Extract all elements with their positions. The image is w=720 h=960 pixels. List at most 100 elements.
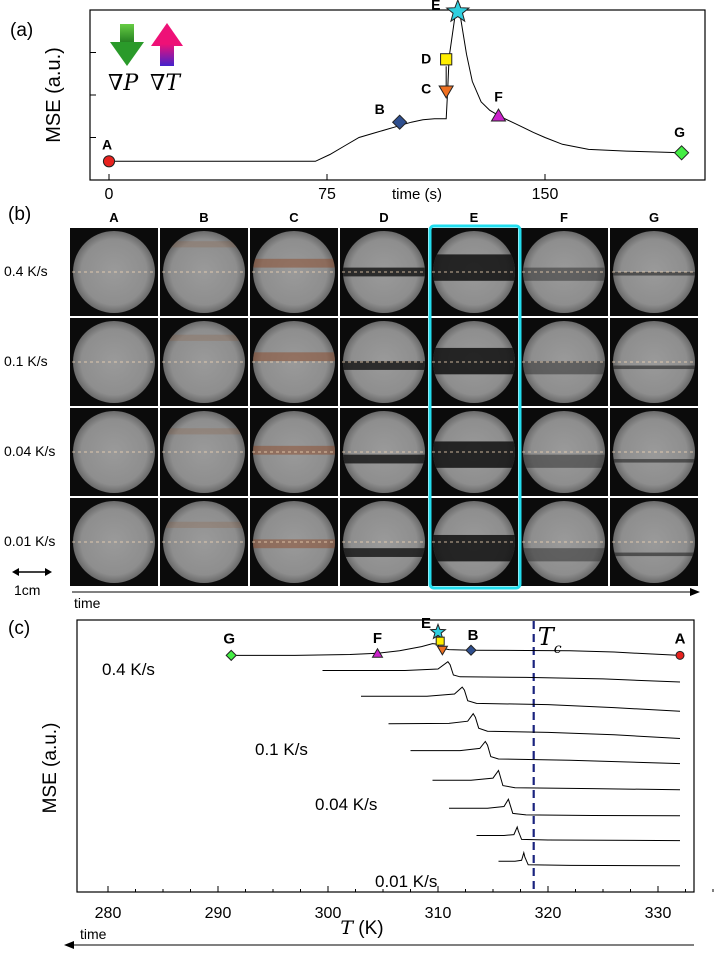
image-cell-f bbox=[520, 318, 608, 406]
marker-b bbox=[391, 114, 408, 130]
mse-temperature-curve bbox=[361, 686, 681, 712]
image-cell-c bbox=[250, 228, 338, 316]
panel-c-xlabel: T (K) bbox=[340, 917, 383, 939]
point-label-e: E bbox=[431, 0, 440, 13]
panel-c-curves bbox=[231, 643, 681, 867]
column-label-b: B bbox=[199, 210, 208, 225]
image-cell-e bbox=[430, 408, 518, 496]
image-cell-f bbox=[520, 228, 608, 316]
panel-a-ylabel: MSE (a.u.) bbox=[43, 47, 65, 143]
point-label-e: E bbox=[421, 615, 431, 632]
image-cell-g bbox=[610, 498, 698, 586]
marker-a bbox=[102, 155, 116, 168]
image-cell-e bbox=[430, 228, 518, 316]
image-cell-f bbox=[520, 408, 608, 496]
x-tick-label: 290 bbox=[205, 905, 232, 922]
image-cell-g bbox=[610, 228, 698, 316]
panel-b-row-labels: 0.4 K/s 0.1 K/s 0.04 K/s 0.01 K/s bbox=[4, 263, 55, 549]
point-label-c: C bbox=[421, 81, 431, 97]
point-label-b: B bbox=[375, 101, 385, 117]
scale-bar-label: 1cm bbox=[14, 582, 40, 598]
mse-temperature-curve bbox=[476, 825, 681, 842]
marker-d bbox=[440, 53, 453, 66]
column-label-d: D bbox=[379, 210, 388, 225]
rate-label: 0.01 K/s bbox=[375, 872, 437, 891]
marker-e bbox=[445, 0, 471, 23]
panel-a-frame bbox=[89, 9, 706, 181]
panel-b-column-labels: A B C D E F G bbox=[109, 210, 659, 225]
mse-temperature-curve bbox=[388, 712, 681, 739]
x-tick-label: 75 bbox=[318, 186, 336, 203]
time-label-b: time bbox=[74, 595, 101, 611]
point-label-f: F bbox=[494, 88, 503, 104]
mse-temperature-curve bbox=[231, 643, 681, 656]
panel-b-tag: (b) bbox=[8, 204, 31, 225]
panel-a-markers: A B CD E F G bbox=[102, 0, 690, 168]
row-label: 0.1 K/s bbox=[4, 353, 48, 369]
rate-label: 0.1 K/s bbox=[255, 740, 308, 759]
panel-a-tick-labels: 0 75 150 bbox=[105, 186, 559, 203]
rate-label: 0.4 K/s bbox=[102, 660, 155, 679]
image-cell-a bbox=[70, 498, 158, 586]
marker-b bbox=[465, 644, 477, 656]
image-cell-d bbox=[340, 408, 428, 496]
x-tick-label: 320 bbox=[535, 905, 562, 922]
x-tick-label: 0 bbox=[105, 186, 114, 203]
mse-temperature-curve bbox=[449, 797, 681, 817]
image-cell-b bbox=[160, 408, 248, 496]
image-cell-c bbox=[250, 318, 338, 406]
x-tick-label: 300 bbox=[315, 905, 342, 922]
column-label-g: G bbox=[649, 210, 659, 225]
image-cell-c bbox=[250, 408, 338, 496]
image-cell-b bbox=[160, 228, 248, 316]
mse-temperature-curve bbox=[322, 661, 681, 683]
column-label-f: F bbox=[560, 210, 568, 225]
panel-c-rate-labels: 0.4 K/s 0.1 K/s 0.04 K/s 0.01 K/s bbox=[102, 660, 437, 891]
mse-temperature-curve bbox=[410, 740, 681, 765]
rate-label: 0.04 K/s bbox=[315, 795, 377, 814]
grad-p-arrow-icon bbox=[110, 24, 144, 66]
grad-p-label: ∇P bbox=[108, 71, 139, 96]
image-cell-d bbox=[340, 498, 428, 586]
image-cell-d bbox=[340, 318, 428, 406]
time-label-c: time bbox=[80, 926, 107, 942]
panel-a-tag: (a) bbox=[10, 20, 33, 41]
panel-c-tag: (c) bbox=[8, 618, 30, 639]
image-cell-a bbox=[70, 228, 158, 316]
mse-temperature-curve bbox=[432, 769, 681, 791]
column-label-a: A bbox=[109, 210, 119, 225]
tc-label: Tc bbox=[538, 623, 562, 657]
image-cell-c bbox=[250, 498, 338, 586]
panel-c-frame bbox=[76, 619, 695, 893]
panel-a-ticks bbox=[90, 52, 546, 180]
image-cell-a bbox=[70, 318, 158, 406]
x-tick-label: 150 bbox=[532, 186, 559, 203]
time-arrow-c bbox=[64, 941, 694, 949]
marker-c bbox=[438, 85, 455, 99]
grad-t-label: ∇T bbox=[150, 71, 182, 96]
image-cell-b bbox=[160, 318, 248, 406]
image-cell-e bbox=[430, 318, 518, 406]
image-cell-e bbox=[430, 498, 518, 586]
marker-c bbox=[436, 645, 449, 656]
row-label: 0.4 K/s bbox=[4, 263, 48, 279]
image-cell-f bbox=[520, 498, 608, 586]
image-cell-b bbox=[160, 498, 248, 586]
x-tick-label: 330 bbox=[645, 905, 672, 922]
row-label: 0.01 K/s bbox=[4, 533, 55, 549]
marker-f bbox=[490, 108, 507, 122]
panel-c-markers: G FEB A bbox=[223, 615, 686, 662]
marker-g bbox=[225, 649, 237, 662]
panel-a-curve bbox=[109, 10, 682, 162]
mse-temperature-curve bbox=[498, 850, 681, 867]
x-tick-label: 280 bbox=[95, 905, 122, 922]
point-label-g: G bbox=[223, 630, 235, 647]
row-label: 0.04 K/s bbox=[4, 443, 55, 459]
marker-e bbox=[429, 622, 447, 640]
marker-f bbox=[371, 647, 384, 658]
point-label-a: A bbox=[102, 136, 112, 152]
time-arrow-b bbox=[72, 588, 700, 596]
panel-c-tick-labels: 280 290 300 310 320 330 bbox=[95, 905, 672, 922]
image-cell-g bbox=[610, 408, 698, 496]
